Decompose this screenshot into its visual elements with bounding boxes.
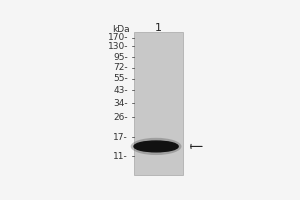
- Text: 34-: 34-: [114, 99, 128, 108]
- Text: 26-: 26-: [114, 113, 128, 122]
- Text: 95-: 95-: [113, 53, 128, 62]
- Text: 72-: 72-: [114, 63, 128, 72]
- Text: 43-: 43-: [114, 86, 128, 95]
- Text: kDa: kDa: [112, 25, 129, 34]
- Text: 17-: 17-: [113, 133, 128, 142]
- Text: 11-: 11-: [113, 152, 128, 161]
- Text: 1: 1: [155, 23, 162, 33]
- Text: 170-: 170-: [108, 33, 128, 42]
- Text: 130-: 130-: [108, 42, 128, 51]
- Ellipse shape: [134, 141, 178, 152]
- Ellipse shape: [131, 138, 182, 155]
- Bar: [134, 32, 183, 175]
- Text: 55-: 55-: [113, 74, 128, 83]
